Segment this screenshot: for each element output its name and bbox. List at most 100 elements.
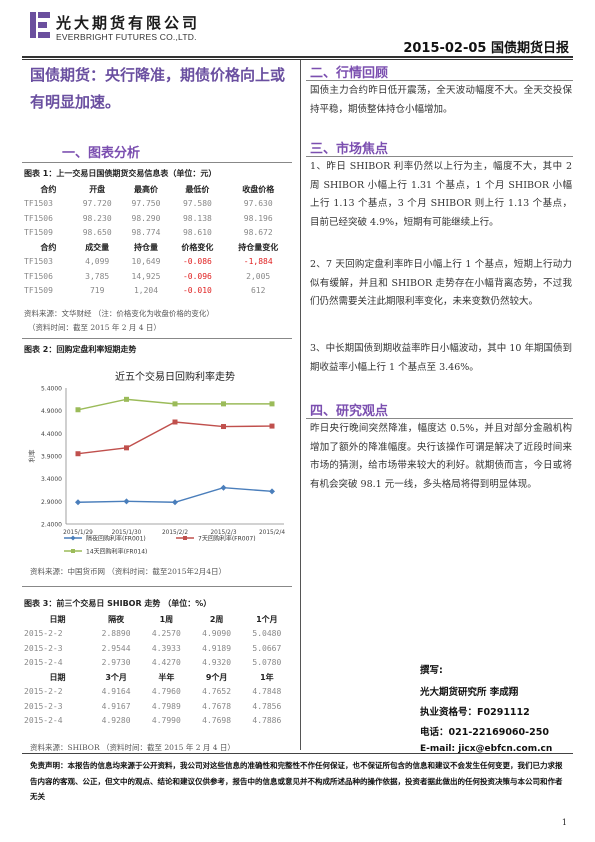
x-tick-label: 2015/2/2 xyxy=(162,530,188,536)
data-point xyxy=(124,445,129,451)
section-rule xyxy=(306,418,573,419)
header-rule-thin xyxy=(22,59,573,60)
table-cell: 4.9164 xyxy=(101,687,131,697)
data-point xyxy=(172,401,178,407)
table-header-cell: 成交量 xyxy=(85,242,110,252)
x-tick-label: 2015/1/29 xyxy=(63,530,93,536)
data-point xyxy=(269,488,275,495)
table-cell: TF1509 xyxy=(24,228,53,238)
table-cell: -1,884 xyxy=(243,257,273,267)
table-cell: 4,099 xyxy=(85,257,110,267)
futures-trade-table: 合约 开盘 最高价 最低价 收盘价格 TF1503 97.720 97.750 97.580 97… xyxy=(24,182,292,298)
market-review-text: 国债主力合约昨日低开震荡，全天波动幅度不大。全天交投保持平稳，期债整体持仓小幅增… xyxy=(310,85,572,115)
table-header-cell: 最高价 xyxy=(133,184,158,194)
table-cell: 2015-2-4 xyxy=(24,658,63,668)
table-row: 2015-2-3 4.9167 4.7989 4.7678 4.7856 xyxy=(24,699,292,714)
y-tick-label: 3.4000 xyxy=(41,476,62,483)
data-point xyxy=(75,451,81,457)
header-rule xyxy=(22,56,573,58)
table-header-row: 日期 隔夜 1周 2周 1个月 xyxy=(24,612,292,627)
table1-caption: 图表 1：上一交易日国债期货交易信息表（单位：元） xyxy=(24,169,217,178)
table-cell: 5.0480 xyxy=(252,629,282,639)
data-point xyxy=(123,498,130,505)
table-cell: 612 xyxy=(250,286,266,296)
table-header-cell: 3个月 xyxy=(105,672,127,682)
chart-source: 资料来源：中国货币网 （资料时间：截至2015年2月4日） xyxy=(30,567,227,576)
table-cell: 98.774 xyxy=(131,228,161,238)
table-header-cell: 隔夜 xyxy=(108,614,125,624)
table-header-cell: 持仓量 xyxy=(133,242,158,252)
legend-label: 14天回购利率(FR014) xyxy=(86,548,147,556)
table-cell: -0.096 xyxy=(182,271,212,281)
chart-title: 近五个交易日回购利率走势 xyxy=(115,370,235,383)
table-cell: 2015-2-3 xyxy=(24,701,63,711)
table-cell: 3,785 xyxy=(85,271,110,281)
legend-marker xyxy=(183,536,187,540)
table-cell: 97.580 xyxy=(182,199,212,209)
table-cell: 14,925 xyxy=(131,271,161,281)
section-title-chart-analysis: 一、图表分析 xyxy=(62,146,141,161)
table-row: TF1506 98.230 98.290 98.138 98.196 xyxy=(24,211,292,226)
legend-label: 隔夜回购利率(FR001) xyxy=(86,535,146,543)
table-row: TF1506 3,785 14,925 -0.096 2,005 xyxy=(24,269,292,284)
chart-caption: 图表 2：回购定盘利率短期走势 xyxy=(24,345,137,354)
table-cell: 4.7652 xyxy=(202,687,232,697)
table-header-cell: 最低价 xyxy=(185,184,210,194)
table-header-cell: 合约 xyxy=(40,242,57,252)
table-row: 2015-2-3 2.9544 4.3933 4.9189 5.0667 xyxy=(24,641,292,656)
table-cell: 4.7960 xyxy=(151,687,181,697)
data-point xyxy=(221,401,226,407)
table-cell: 98.610 xyxy=(182,228,212,238)
data-point xyxy=(172,499,178,506)
table-cell: 4.7989 xyxy=(151,701,181,711)
disclaimer: 免责声明：本报告的信息均来源于公开资料，我公司对这些信息的准确性和完整性不作任何… xyxy=(30,761,563,801)
y-tick-label: 4.9000 xyxy=(41,408,62,415)
y-tick-label: 2.9000 xyxy=(41,499,62,506)
table-row: 2015-2-2 2.8890 4.2570 4.9090 5.0480 xyxy=(24,627,292,642)
table-row: TF1503 97.720 97.750 97.580 97.630 xyxy=(24,197,292,212)
table-cell: 4.7698 xyxy=(202,716,232,726)
section-rule xyxy=(22,338,292,339)
data-point xyxy=(221,424,226,430)
table-cell: 4.9167 xyxy=(101,701,131,711)
headline: 国债期货：央行降准，期债价格向上或有明显加速。 xyxy=(30,66,286,111)
repo-rate-line-chart: 近五个交易日回购利率走势 5.4000 4.9000 4.4000 3.9000 3.40… xyxy=(27,370,285,556)
y-axis-label: 利率 xyxy=(27,449,36,463)
table-cell: 98.196 xyxy=(243,213,273,223)
table-cell: 4.4270 xyxy=(151,658,181,668)
table-cell: 4.7856 xyxy=(252,701,282,711)
table-cell: 2.9730 xyxy=(101,658,131,668)
table-header-cell: 日期 xyxy=(49,614,66,624)
table-header-row: 合约 成交量 持仓量 价格变化 持仓量变化 xyxy=(24,240,292,255)
table-cell: 5.0667 xyxy=(252,643,282,653)
table-header-cell: 持仓量变化 xyxy=(238,242,279,252)
table-cell: 98.230 xyxy=(82,213,112,223)
table-cell: 4.7990 xyxy=(151,716,181,726)
x-tick-label: 2015/2/3 xyxy=(210,530,236,536)
data-point xyxy=(269,423,275,429)
column-divider xyxy=(300,60,301,750)
y-tick-label: 3.9000 xyxy=(41,454,62,461)
table-row: TF1503 4,099 10,649 -0.086 -1,884 xyxy=(24,255,292,270)
table-cell: 97.720 xyxy=(82,199,112,209)
legend-label: 7天回购利率(FR007) xyxy=(198,535,256,543)
table-cell: 4.7678 xyxy=(202,701,232,711)
data-point xyxy=(75,499,81,506)
data-point xyxy=(75,407,81,413)
y-tick-label: 2.4000 xyxy=(41,522,62,529)
x-tick-label: 2015/1/30 xyxy=(112,530,142,536)
table-header-cell: 1个月 xyxy=(256,614,278,624)
company-name-en: EVERBRIGHT FUTURES CO.,LTD. xyxy=(56,32,197,42)
table-cell: TF1503 xyxy=(24,257,53,267)
author-org: 光大期货研究所 李成翔 xyxy=(420,687,519,698)
table-header-cell: 半年 xyxy=(158,672,175,682)
section-rule xyxy=(22,586,292,587)
table-cell: 2015-2-3 xyxy=(24,643,63,653)
market-focus-point-2: 2、7 天回购定盘利率昨日小幅上行 1 个基点，短期上行动力似有缓解，并且和 S… xyxy=(310,259,572,308)
table-cell: TF1506 xyxy=(24,271,53,281)
table-cell: 97.750 xyxy=(131,199,161,209)
y-tick-label: 5.4000 xyxy=(41,386,62,393)
data-point xyxy=(269,401,275,407)
table-cell: 719 xyxy=(89,286,105,296)
footer-rule xyxy=(22,753,573,754)
